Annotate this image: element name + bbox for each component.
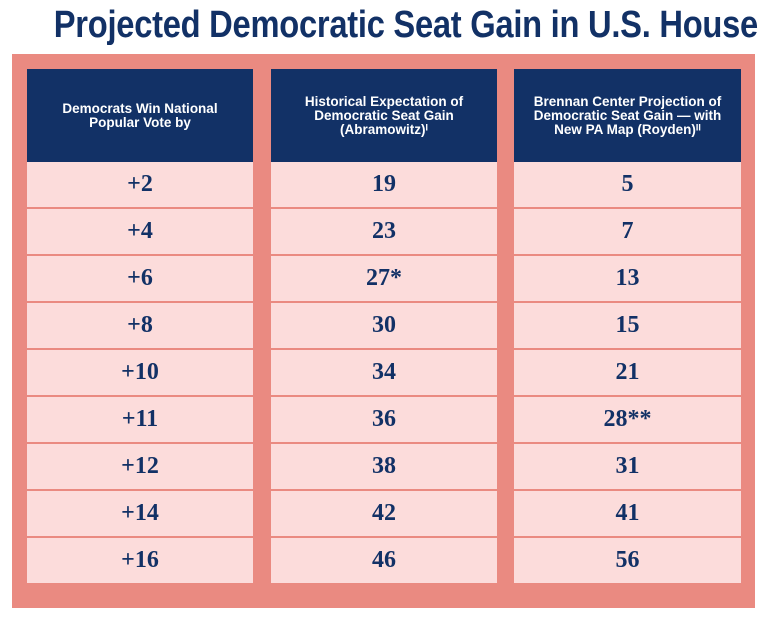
table-frame: Democrats Win National Popular Vote by +…: [12, 54, 755, 608]
table-column-brennan: Brennan Center Projection of Democratic …: [514, 69, 741, 583]
column-header-label: Historical Expectation of Democratic Sea…: [304, 93, 464, 137]
column-header-popular-vote: Democrats Win National Popular Vote by: [27, 69, 253, 162]
table-cell: +8: [27, 301, 253, 348]
table-cell: 7: [514, 207, 741, 254]
table-cell: +10: [27, 348, 253, 395]
table-cell: 21: [514, 348, 741, 395]
table-cell: +16: [27, 536, 253, 583]
table-cell: 42: [271, 489, 497, 536]
column-header-label: Democrats Win National Popular Vote by: [62, 100, 218, 130]
chart-title: Projected Democratic Seat Gain in U.S. H…: [53, 4, 758, 46]
table-cell: +12: [27, 442, 253, 489]
column-header-label: Brennan Center Projection of Democratic …: [533, 93, 722, 137]
table-column-popular-vote: Democrats Win National Popular Vote by +…: [27, 69, 253, 583]
table-cell: +2: [27, 162, 253, 207]
table-cell: 41: [514, 489, 741, 536]
column-header-historical: Historical Expectation of Democratic Sea…: [271, 69, 497, 162]
table-column-historical: Historical Expectation of Democratic Sea…: [271, 69, 497, 583]
table-cell: 38: [271, 442, 497, 489]
table-cell: 34: [271, 348, 497, 395]
table-cell: 28**: [514, 395, 741, 442]
table-cell: 36: [271, 395, 497, 442]
table-cell: +11: [27, 395, 253, 442]
table-cell: 5: [514, 162, 741, 207]
table-cell: 30: [271, 301, 497, 348]
table-cell: 15: [514, 301, 741, 348]
table-cell: +14: [27, 489, 253, 536]
table-cell: 31: [514, 442, 741, 489]
table-cell: +4: [27, 207, 253, 254]
table-cell: 13: [514, 254, 741, 301]
table-cell: 23: [271, 207, 497, 254]
table-cell: +6: [27, 254, 253, 301]
table-cell: 19: [271, 162, 497, 207]
table-cell: 27*: [271, 254, 497, 301]
table-cell: 56: [514, 536, 741, 583]
table-cell: 46: [271, 536, 497, 583]
column-header-brennan: Brennan Center Projection of Democratic …: [514, 69, 741, 162]
